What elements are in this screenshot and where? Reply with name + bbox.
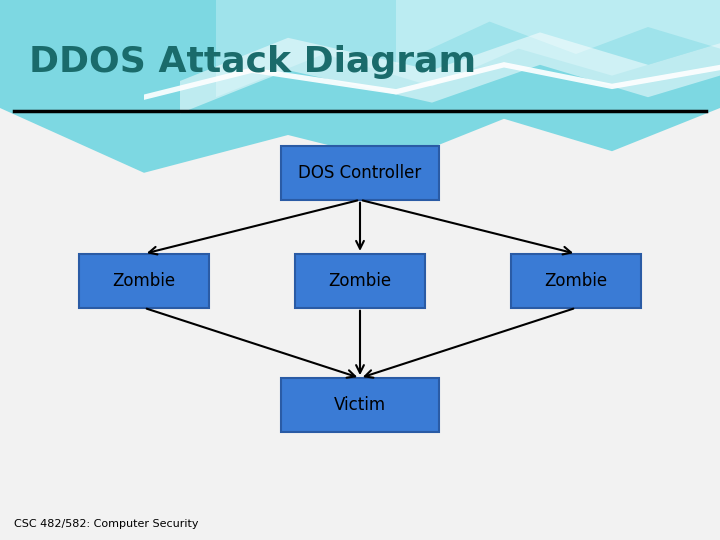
Text: DDOS Attack Diagram: DDOS Attack Diagram [29,45,476,79]
Polygon shape [144,62,720,100]
Polygon shape [396,0,720,65]
FancyBboxPatch shape [281,146,439,200]
Polygon shape [0,0,720,173]
Text: Zombie: Zombie [544,272,608,290]
FancyBboxPatch shape [281,378,439,432]
FancyBboxPatch shape [79,254,209,308]
FancyBboxPatch shape [295,254,425,308]
Text: Victim: Victim [334,396,386,414]
Polygon shape [216,0,720,97]
Text: DOS Controller: DOS Controller [298,164,422,182]
Text: CSC 482/582: Computer Security: CSC 482/582: Computer Security [14,519,199,529]
Text: Zombie: Zombie [328,272,392,290]
Polygon shape [180,32,720,113]
FancyBboxPatch shape [511,254,641,308]
Text: Zombie: Zombie [112,272,176,290]
